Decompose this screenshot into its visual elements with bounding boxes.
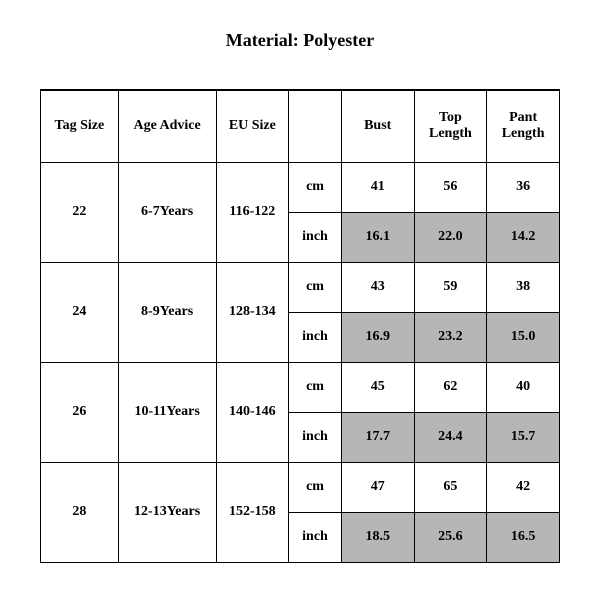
cell-pant: 42 [487,462,560,512]
cell-top: 24.4 [414,412,487,462]
table-header-row: Tag Size Age Advice EU Size Bust Top Len… [41,90,560,162]
cell-eu: 128-134 [216,262,289,362]
col-bust: Bust [341,90,414,162]
cell-tag-size: 26 [41,362,119,462]
table-body: 22 6-7Years 116-122 cm 41 56 36 inch 16.… [41,162,560,562]
page-title: Material: Polyester [40,30,560,51]
cell-tag-size: 28 [41,462,119,562]
cell-top: 23.2 [414,312,487,362]
cell-bust: 45 [341,362,414,412]
cell-bust: 18.5 [341,512,414,562]
cell-age: 12-13Years [118,462,216,562]
cell-pant: 36 [487,162,560,212]
cell-eu: 140-146 [216,362,289,462]
cell-top: 22.0 [414,212,487,262]
cell-unit: inch [289,412,342,462]
cell-eu: 152-158 [216,462,289,562]
cell-eu: 116-122 [216,162,289,262]
cell-unit: cm [289,362,342,412]
cell-tag-size: 22 [41,162,119,262]
cell-unit: inch [289,212,342,262]
cell-bust: 41 [341,162,414,212]
col-top-length: Top Length [414,90,487,162]
cell-unit: inch [289,512,342,562]
cell-bust: 16.9 [341,312,414,362]
col-tag-size: Tag Size [41,90,119,162]
size-chart: Material: Polyester Tag Size Age Advice … [0,0,600,600]
cell-bust: 43 [341,262,414,312]
cell-pant: 15.7 [487,412,560,462]
cell-unit: cm [289,262,342,312]
cell-unit: cm [289,462,342,512]
cell-age: 8-9Years [118,262,216,362]
cell-top: 62 [414,362,487,412]
cell-bust: 47 [341,462,414,512]
cell-top: 65 [414,462,487,512]
table-row: 22 6-7Years 116-122 cm 41 56 36 [41,162,560,212]
col-pant-length: Pant Length [487,90,560,162]
col-unit [289,90,342,162]
cell-top: 25.6 [414,512,487,562]
cell-unit: cm [289,162,342,212]
cell-pant: 15.0 [487,312,560,362]
cell-age: 10-11Years [118,362,216,462]
cell-tag-size: 24 [41,262,119,362]
cell-unit: inch [289,312,342,362]
table-row: 26 10-11Years 140-146 cm 45 62 40 [41,362,560,412]
cell-pant: 40 [487,362,560,412]
cell-top: 59 [414,262,487,312]
cell-bust: 16.1 [341,212,414,262]
size-table: Tag Size Age Advice EU Size Bust Top Len… [40,89,560,563]
col-eu-size: EU Size [216,90,289,162]
col-age-advice: Age Advice [118,90,216,162]
table-row: 24 8-9Years 128-134 cm 43 59 38 [41,262,560,312]
cell-pant: 14.2 [487,212,560,262]
cell-top: 56 [414,162,487,212]
cell-age: 6-7Years [118,162,216,262]
cell-bust: 17.7 [341,412,414,462]
cell-pant: 16.5 [487,512,560,562]
cell-pant: 38 [487,262,560,312]
table-row: 28 12-13Years 152-158 cm 47 65 42 [41,462,560,512]
